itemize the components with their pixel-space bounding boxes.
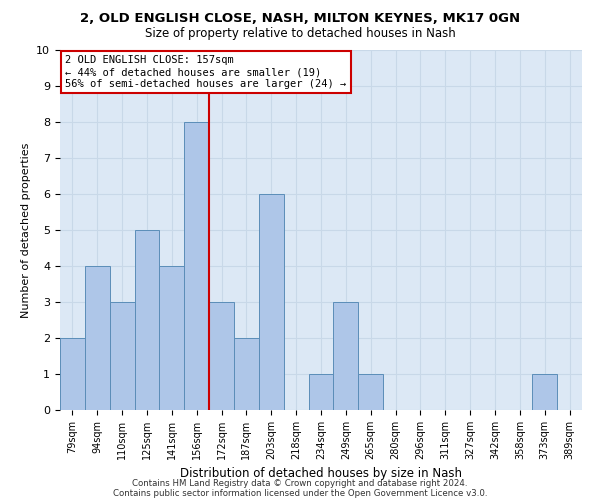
Bar xyxy=(234,338,259,410)
Bar xyxy=(308,374,334,410)
Text: Contains public sector information licensed under the Open Government Licence v3: Contains public sector information licen… xyxy=(113,488,487,498)
X-axis label: Distribution of detached houses by size in Nash: Distribution of detached houses by size … xyxy=(180,468,462,480)
Text: Contains HM Land Registry data © Crown copyright and database right 2024.: Contains HM Land Registry data © Crown c… xyxy=(132,478,468,488)
Bar xyxy=(60,338,85,410)
Bar xyxy=(85,266,110,410)
Bar xyxy=(532,374,557,410)
Bar xyxy=(160,266,184,410)
Bar xyxy=(259,194,284,410)
Text: 2, OLD ENGLISH CLOSE, NASH, MILTON KEYNES, MK17 0GN: 2, OLD ENGLISH CLOSE, NASH, MILTON KEYNE… xyxy=(80,12,520,26)
Text: 2 OLD ENGLISH CLOSE: 157sqm
← 44% of detached houses are smaller (19)
56% of sem: 2 OLD ENGLISH CLOSE: 157sqm ← 44% of det… xyxy=(65,56,346,88)
Y-axis label: Number of detached properties: Number of detached properties xyxy=(21,142,31,318)
Bar xyxy=(134,230,160,410)
Bar xyxy=(358,374,383,410)
Bar xyxy=(334,302,358,410)
Bar xyxy=(184,122,209,410)
Bar xyxy=(110,302,134,410)
Text: Size of property relative to detached houses in Nash: Size of property relative to detached ho… xyxy=(145,28,455,40)
Bar xyxy=(209,302,234,410)
